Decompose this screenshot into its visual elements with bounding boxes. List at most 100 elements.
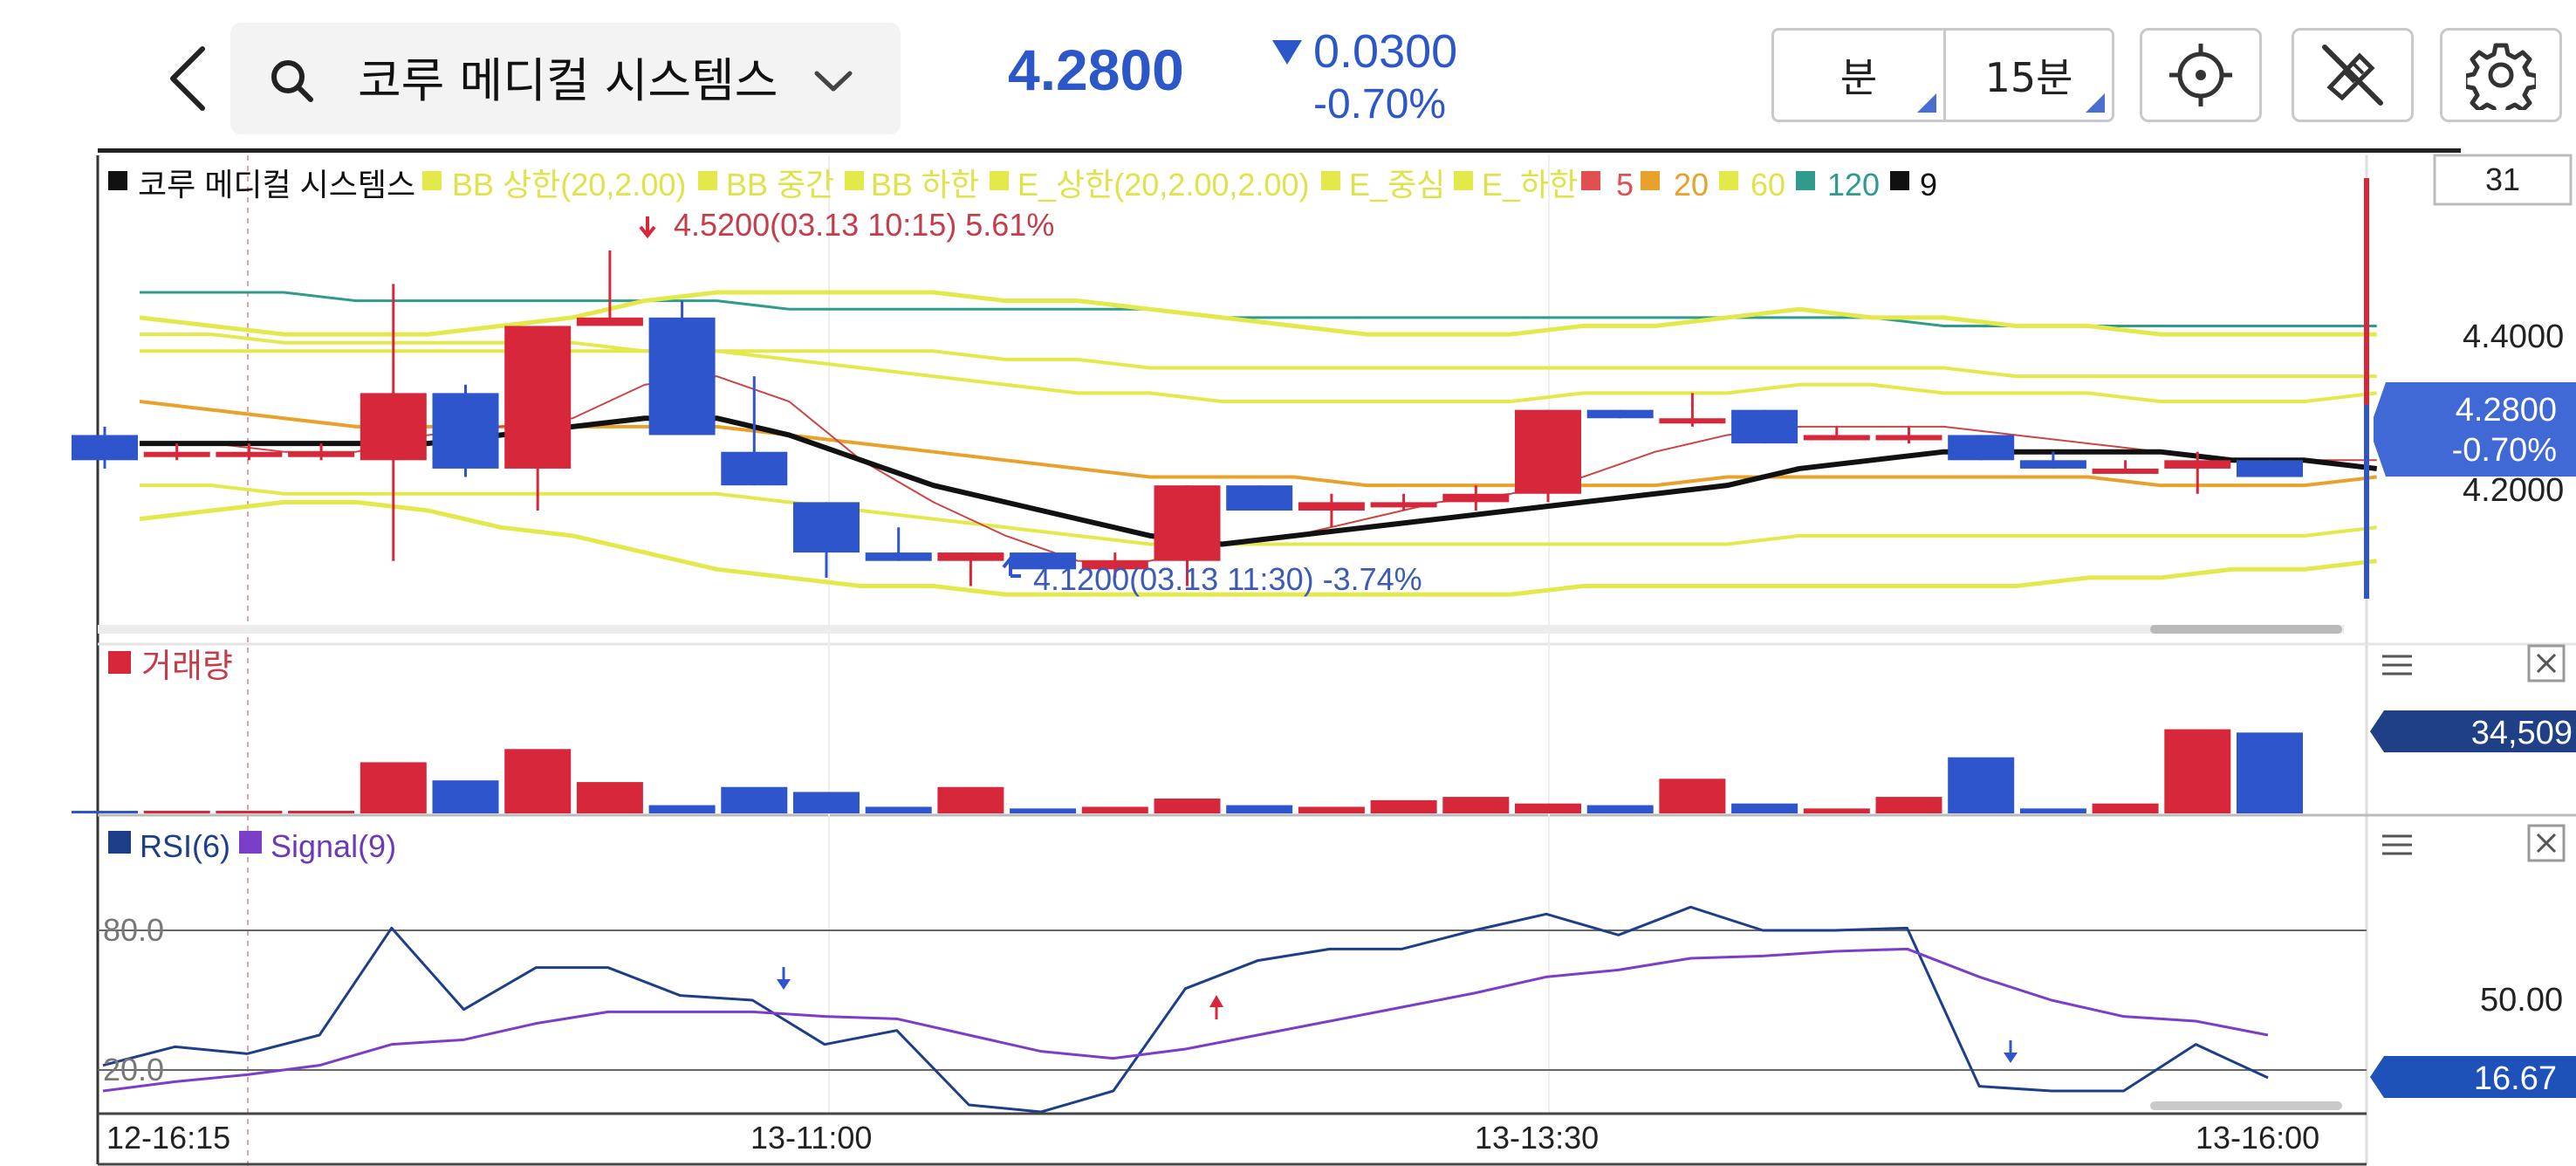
time-tick-0: 12-16:15 <box>106 1120 230 1156</box>
legend-ma9: 9 <box>1920 167 1937 202</box>
price-tick-4-4: 4.4000 <box>2463 319 2564 355</box>
rsi-legend: RSI(6) <box>140 828 230 864</box>
current-price-badge <box>2374 382 2576 477</box>
gear-icon <box>2466 43 2536 110</box>
candle-body <box>288 451 355 457</box>
rsi-panel-scrollbar[interactable] <box>2150 1101 2342 1110</box>
dropdown-chevron-icon[interactable] <box>812 66 855 96</box>
high-annotation: 4.5200(03.13 10:15) 5.61% <box>639 207 1054 243</box>
search-icon <box>267 56 316 105</box>
price-range-bar-up <box>2364 178 2369 405</box>
legend-bb-lower: BB 하한 <box>871 167 979 202</box>
crosshair-button[interactable] <box>2140 28 2262 122</box>
volume-value-badge-text: 34,509 <box>2471 715 2573 751</box>
volume-value-badge <box>2370 710 2576 752</box>
candle-body <box>1515 409 1581 494</box>
volume-bar <box>721 786 788 813</box>
candle-body <box>865 552 932 561</box>
legend-bb-mid: BB 중간 <box>726 167 834 202</box>
legend-ma20: 20 <box>1674 167 1709 202</box>
price-tick-4-2: 4.2000 <box>2463 472 2564 509</box>
volume-bar <box>143 811 210 813</box>
corner-indicator-icon <box>2086 93 2105 113</box>
volume-bar <box>1948 757 2015 813</box>
bb-lower-line <box>139 499 2377 597</box>
drawing-tool-button[interactable] <box>2292 28 2414 122</box>
volume-bar <box>1515 803 1581 813</box>
stock-search-box[interactable] <box>230 23 901 134</box>
volume-bar <box>1010 808 1077 813</box>
sell-signal-arrow-icon <box>2004 1053 2018 1063</box>
interval-unit-label: 분 <box>1840 54 1878 101</box>
candle-body <box>2092 468 2159 474</box>
volume-panel-menu-icon[interactable] <box>2382 655 2412 676</box>
high-annotation-text: 4.5200(03.13 10:15) 5.61% <box>674 207 1054 243</box>
volume-bar <box>504 749 572 813</box>
volume-bar <box>288 811 355 813</box>
crosshair-icon <box>2169 44 2232 106</box>
sell-signal-arrow-icon <box>777 979 791 990</box>
low-annotation: 4.1200(03.13 11:30) -3.74% <box>1002 555 1422 597</box>
volume-bar <box>576 782 643 813</box>
legend-stock: 코루 메디컬 시스템스 <box>138 167 415 202</box>
current-price-badge-price: 4.2800 <box>2456 392 2557 429</box>
volume-bar <box>2092 803 2159 813</box>
interval-unit-button[interactable]: 분 <box>1771 28 1946 122</box>
legend-ma60: 60 <box>1750 167 1785 202</box>
candle-body <box>1298 502 1365 511</box>
bb-upper-line <box>139 290 2377 337</box>
back-button[interactable] <box>157 42 218 115</box>
price-change: 0.0300 <box>1313 25 1458 78</box>
ma60-line <box>140 333 2377 379</box>
candle-body <box>1659 418 1726 424</box>
volume-panel-close-icon[interactable] <box>2527 644 2566 682</box>
candle-body <box>1370 502 1437 508</box>
candle-body <box>576 317 643 326</box>
rsi-tick-80: 80.0 <box>103 912 164 948</box>
volume-bar <box>1154 798 1221 813</box>
volume-bar <box>1081 806 1148 813</box>
candle-body <box>1803 435 1870 441</box>
interval-value-button[interactable]: 15분 <box>1943 28 2114 122</box>
volume-panel-title: 거래량 <box>141 647 233 685</box>
volume-bar <box>1731 803 1798 813</box>
legend-bb-upper: BB 상한(20,2.00) <box>452 167 686 202</box>
candle-body <box>432 393 499 469</box>
rsi-panel-close-icon[interactable] <box>2527 824 2566 862</box>
volume-bar <box>793 792 860 813</box>
legend-e-lower: E_하한 <box>1482 167 1578 202</box>
price-range-bar-down <box>2364 405 2369 599</box>
stock-name: 코루 메디컬 시스템스 <box>358 53 778 108</box>
candle-body <box>721 451 788 486</box>
legend-e-mid: E_중심 <box>1349 167 1445 202</box>
time-tick-2: 13-13:30 <box>1475 1120 1599 1156</box>
volume-bar <box>1803 808 1870 813</box>
candle-body <box>1081 560 1148 570</box>
settings-button[interactable] <box>2440 28 2562 122</box>
candle-body <box>1875 435 1942 441</box>
rsi-value-badge <box>2370 1056 2576 1098</box>
e-lower-line <box>140 484 2377 546</box>
price-panel-scroll-track <box>98 625 2344 634</box>
signal-line <box>102 947 2269 1093</box>
volume-bar <box>1370 799 1437 813</box>
drawing-tool-icon <box>2322 45 2383 106</box>
candle-body <box>360 393 427 461</box>
low-annotation-text: 4.1200(03.13 11:30) -3.74% <box>1033 561 1422 597</box>
candle-body <box>2019 460 2086 469</box>
chart-legend: 코루 메디컬 시스템스 BB 상한(20,2.00) BB 중간 BB 하한 E… <box>108 167 1937 202</box>
volume-bar <box>1875 797 1942 813</box>
price-panel-scrollbar[interactable] <box>2150 625 2342 634</box>
rsi-tick-20: 20.0 <box>103 1052 164 1087</box>
candle-body <box>143 451 210 457</box>
signal-legend: Signal(9) <box>271 828 396 864</box>
down-triangle-icon <box>1272 40 1302 65</box>
volume-bar <box>2164 729 2231 813</box>
price-change-percent: -0.70% <box>1313 81 1447 127</box>
candle-body <box>1442 493 1510 503</box>
rsi-panel-menu-icon[interactable] <box>2382 834 2412 855</box>
volume-bar <box>865 806 932 813</box>
volume-bar <box>360 762 427 813</box>
candle-body <box>1586 409 1654 419</box>
